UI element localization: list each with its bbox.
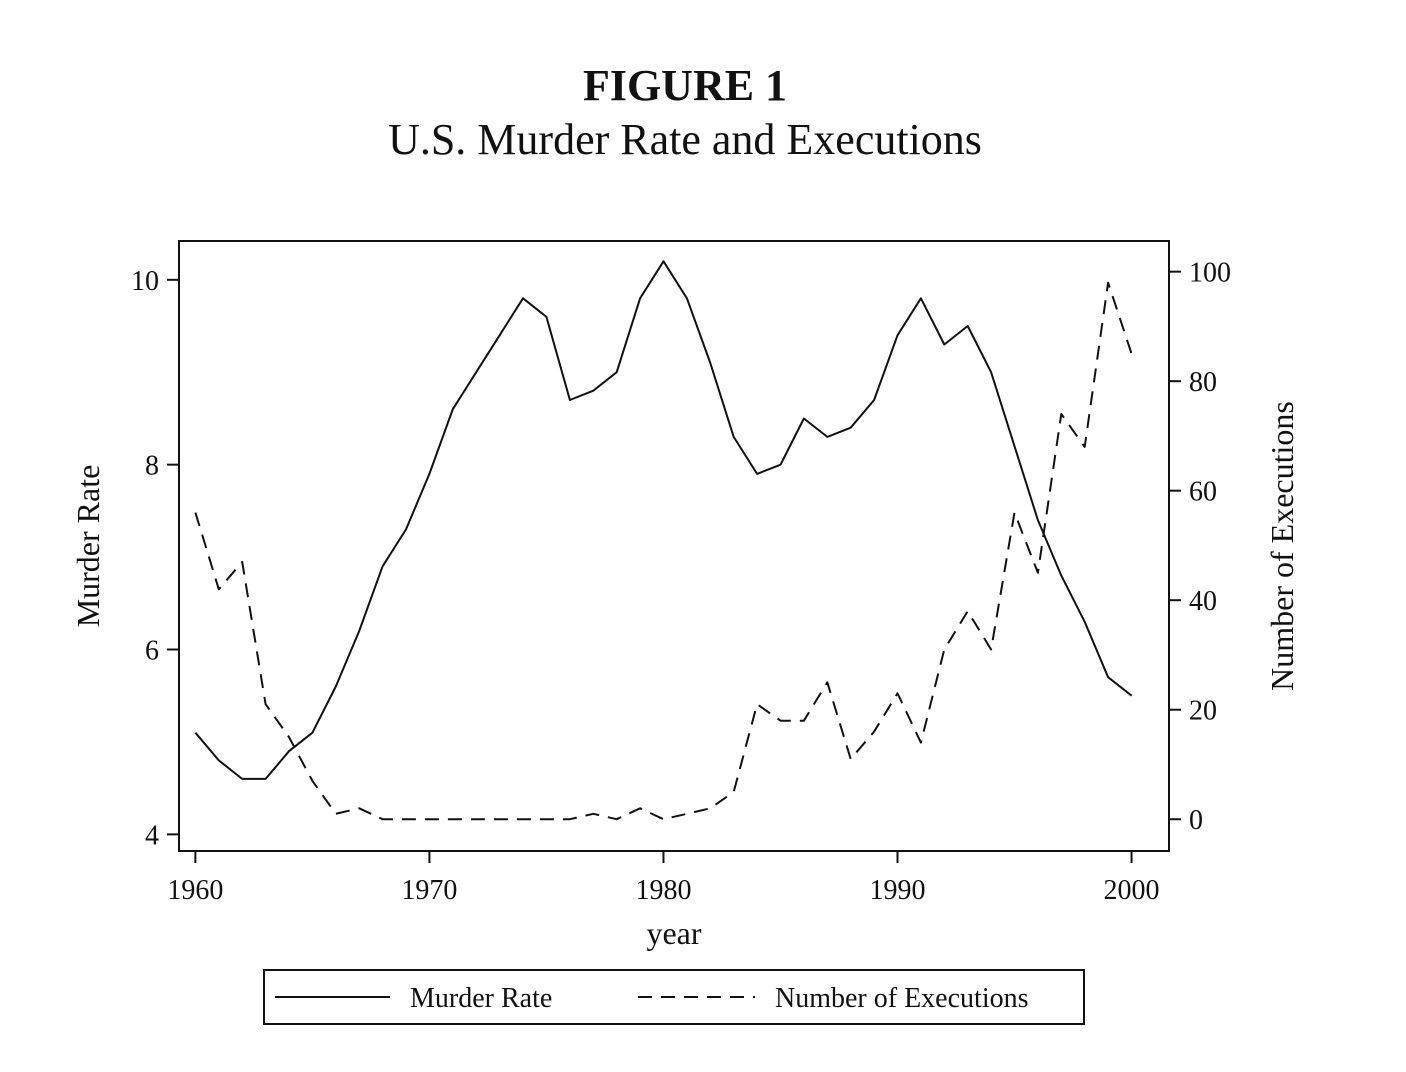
right-y-tick-label: 60: [1189, 477, 1217, 508]
x-axis-title: year: [646, 915, 701, 951]
x-tick-label: 1960: [167, 875, 223, 906]
x-tick-label: 1990: [870, 875, 926, 906]
x-axis-ticks: 1960 1970 1980 1990 2000: [167, 851, 1160, 906]
right-y-axis-ticks: 0 20 40 60 80 100: [1169, 258, 1231, 836]
left-y-axis-title: Murder Rate: [70, 465, 106, 628]
legend-label-executions: Number of Executions: [775, 983, 1029, 1014]
right-y-axis-title: Number of Executions: [1264, 401, 1300, 691]
legend: Murder Rate Number of Executions: [263, 969, 1085, 1025]
data-point-number-of-executions: [686, 813, 688, 815]
left-y-tick-label: 4: [145, 820, 159, 851]
figure-label: FIGURE 1: [582, 61, 788, 110]
legend-label-murder-rate: Murder Rate: [410, 983, 552, 1014]
left-y-tick-label: 10: [131, 266, 159, 297]
data-point-number-of-executions: [709, 807, 711, 809]
legend-box: [263, 969, 1085, 1025]
figure-title-block: FIGURE 1 U.S. Murder Rate and Executions: [0, 60, 1370, 166]
data-point-number-of-executions: [943, 648, 945, 650]
x-tick-label: 1970: [401, 875, 457, 906]
right-y-tick-label: 100: [1189, 258, 1231, 289]
figure-title: U.S. Murder Rate and Executions: [388, 115, 982, 164]
left-y-axis-ticks: 4 6 8 10: [131, 266, 179, 851]
right-y-tick-label: 0: [1189, 805, 1203, 836]
series-line-murder-rate: [194, 260, 1133, 780]
x-tick-label: 1980: [635, 875, 691, 906]
x-tick-label: 2000: [1104, 875, 1160, 906]
data-point-number-of-executions: [756, 703, 758, 705]
series-line-number-of-executions: [194, 281, 1133, 821]
series-layer: [194, 260, 1133, 821]
left-y-tick-label: 8: [145, 451, 159, 482]
right-y-tick-label: 80: [1189, 367, 1217, 398]
plot-frame: [178, 240, 1170, 852]
right-y-tick-label: 20: [1189, 696, 1217, 727]
right-y-tick-label: 40: [1189, 586, 1217, 617]
left-y-tick-label: 6: [145, 636, 159, 667]
